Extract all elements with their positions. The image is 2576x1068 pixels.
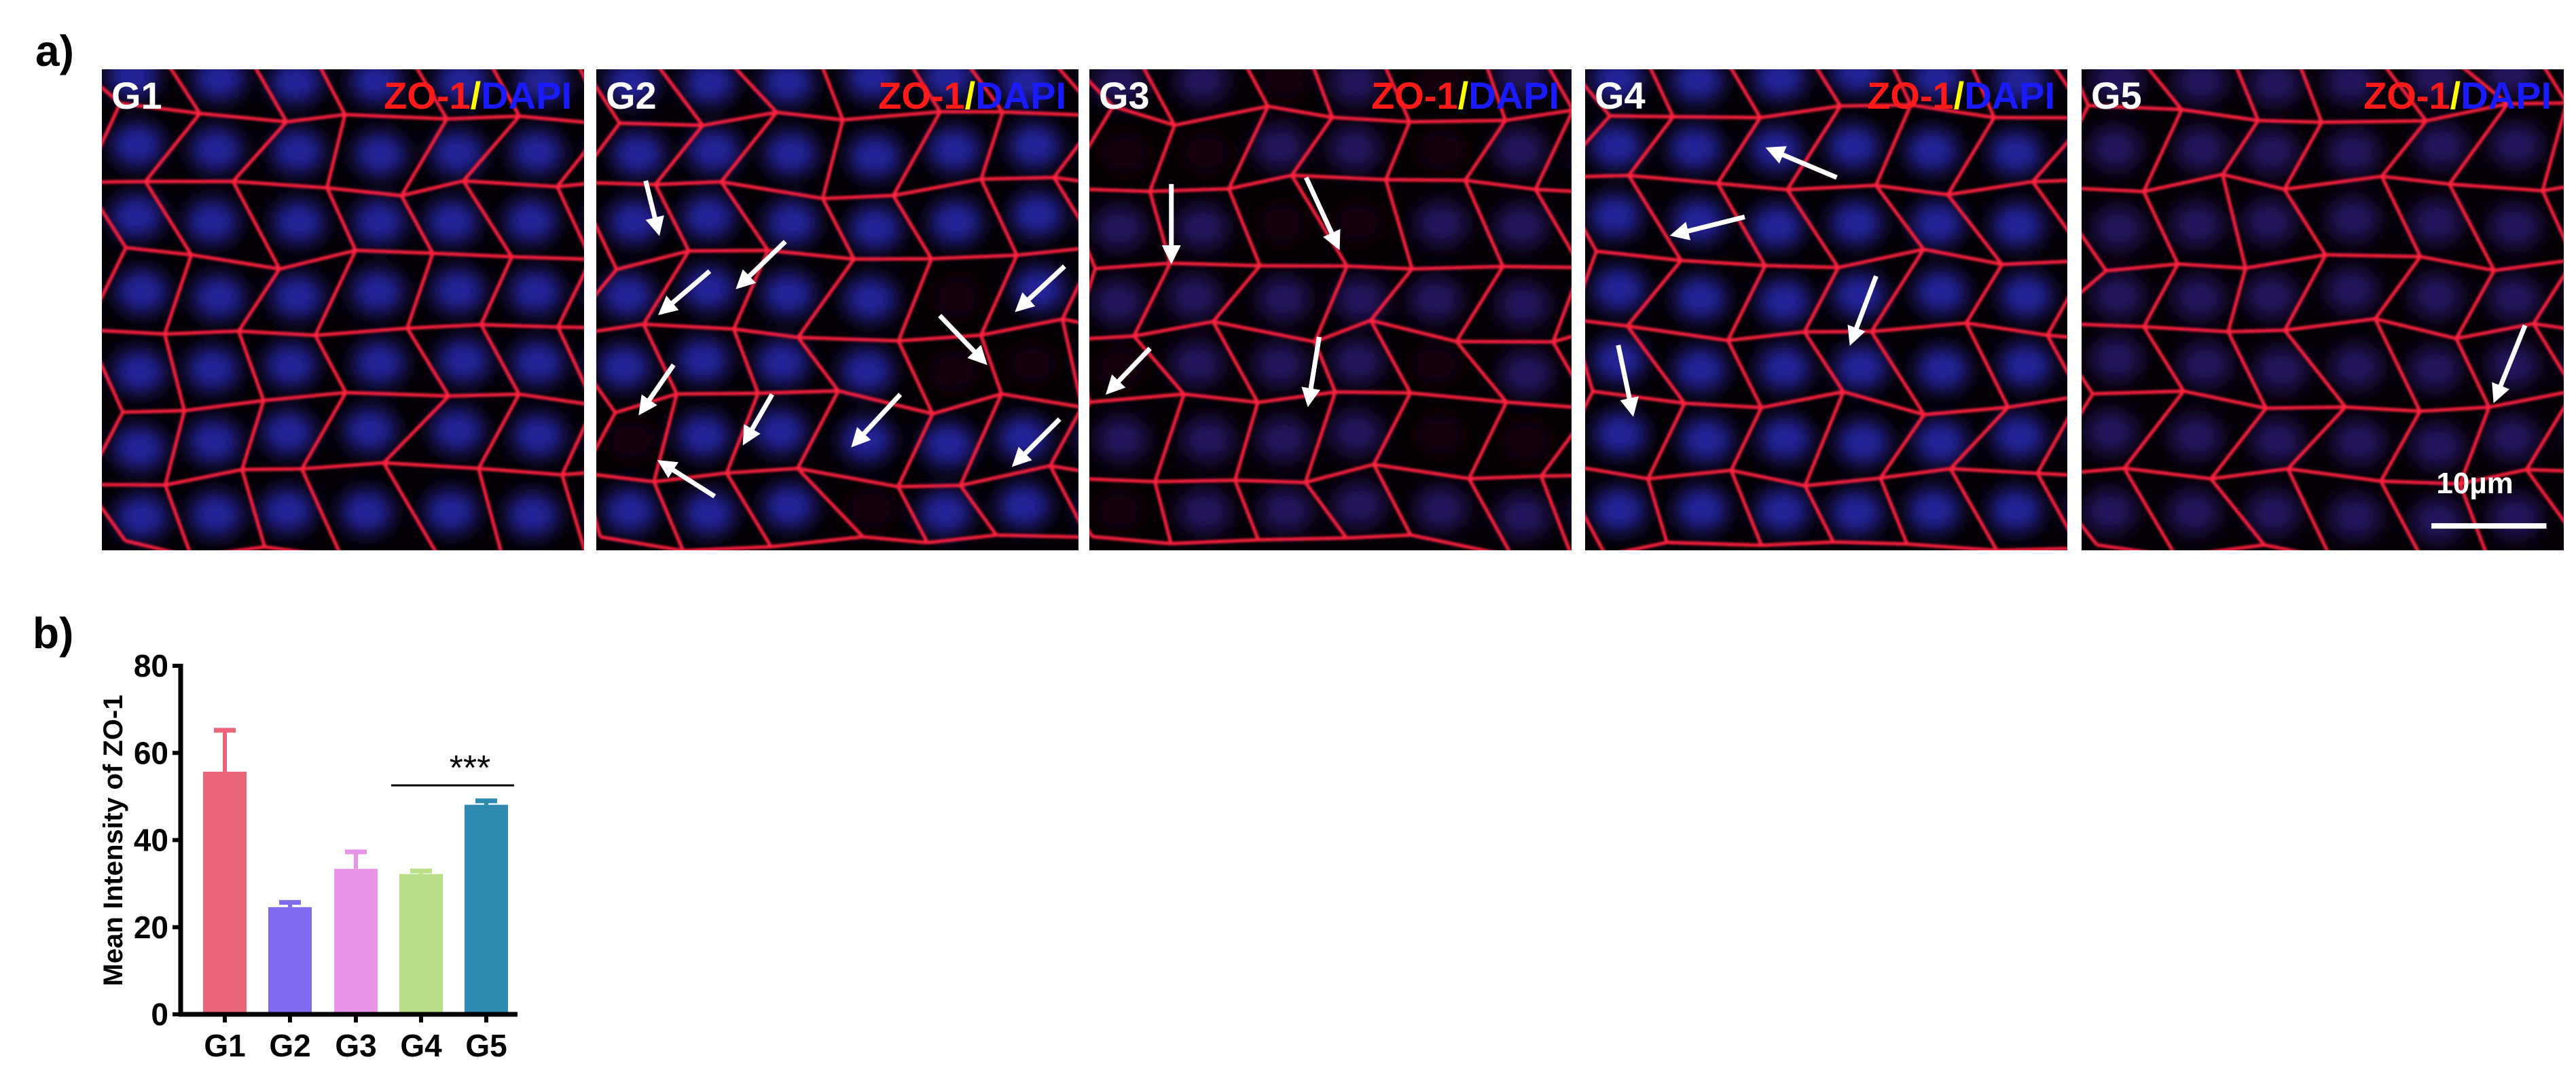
bar-g3 [334,868,378,1014]
stain-blue: DAPI [1964,74,2055,117]
micrograph-panels [102,69,2564,550]
micrograph-g4 [1585,69,2067,550]
arrow-icon [643,180,664,236]
arrow-icon [742,393,774,446]
x-tick-label: G4 [400,1028,442,1063]
stain-blue: DAPI [975,74,1066,117]
arrow-icon [1011,417,1062,467]
panel-b-label: b) [33,609,74,658]
stain-blue: DAPI [481,74,572,117]
y-tick-label: 60 [134,735,168,770]
stain-red: ZO-1 [1371,74,1458,117]
group-label-g4: G4 [1595,74,1646,117]
scale-bar-label: 10µm [2436,466,2514,500]
micrograph-g2 [596,69,1078,550]
stain-label: ZO-1/DAPI [1371,73,1559,118]
group-label-g2: G2 [606,74,657,117]
stain-label: ZO-1/DAPI [2363,73,2552,118]
stain-label: ZO-1/DAPI [1867,73,2055,118]
micrograph-g3 [1089,69,1572,550]
arrow-icon [1303,176,1341,251]
y-tick-label: 0 [151,997,168,1032]
arrow-icon [1847,275,1879,346]
bar-g5 [465,804,508,1014]
bar-g1 [203,771,247,1014]
x-tick-label: G1 [204,1028,245,1063]
arrow-icon [736,240,787,289]
stain-sep: / [2450,74,2461,117]
arrow-icon [638,363,676,416]
panel-a-label: a) [35,26,74,75]
arrow-icon [938,314,987,366]
y-tick-label: 40 [134,823,168,858]
group-label-g3: G3 [1099,74,1150,117]
x-tick-label: G2 [269,1028,310,1063]
stain-blue: DAPI [1468,74,1559,117]
stain-red: ZO-1 [384,74,471,117]
arrow-icon [1301,336,1322,408]
arrow-icon [1105,346,1152,395]
micrograph-g5 [2082,69,2564,550]
x-tick-label: G5 [465,1028,507,1063]
bar-g4 [399,874,443,1014]
micrograph-g1 [102,69,584,550]
group-label-g1: G1 [111,74,162,117]
stain-red: ZO-1 [878,74,965,117]
stain-blue: DAPI [2461,74,2552,117]
significance-label: *** [450,749,491,788]
arrow-icon [1765,146,1838,180]
y-tick-label: 80 [134,648,168,683]
stain-sep: / [470,74,482,117]
arrow-icon [2492,324,2528,404]
bar-g2 [268,907,312,1014]
stain-red: ZO-1 [2363,74,2450,117]
stain-sep: / [964,74,976,117]
stain-label: ZO-1/DAPI [878,73,1066,118]
arrow-icon [851,393,903,448]
stain-sep: / [1953,74,1965,117]
arrow-icon [1669,214,1745,241]
x-tick-label: G3 [335,1028,376,1063]
arrow-icon [1616,344,1639,417]
stain-label: ZO-1/DAPI [384,73,572,118]
arrow-icon [658,269,712,315]
y-tick-label: 20 [134,910,168,945]
arrow-icon [1015,264,1066,313]
y-axis-label: Mean Intensity of ZO-1 [98,695,128,986]
stain-red: ZO-1 [1867,74,1954,117]
group-label-g5: G5 [2091,74,2142,117]
arrow-icon [657,460,716,499]
stain-sep: / [1457,74,1469,117]
